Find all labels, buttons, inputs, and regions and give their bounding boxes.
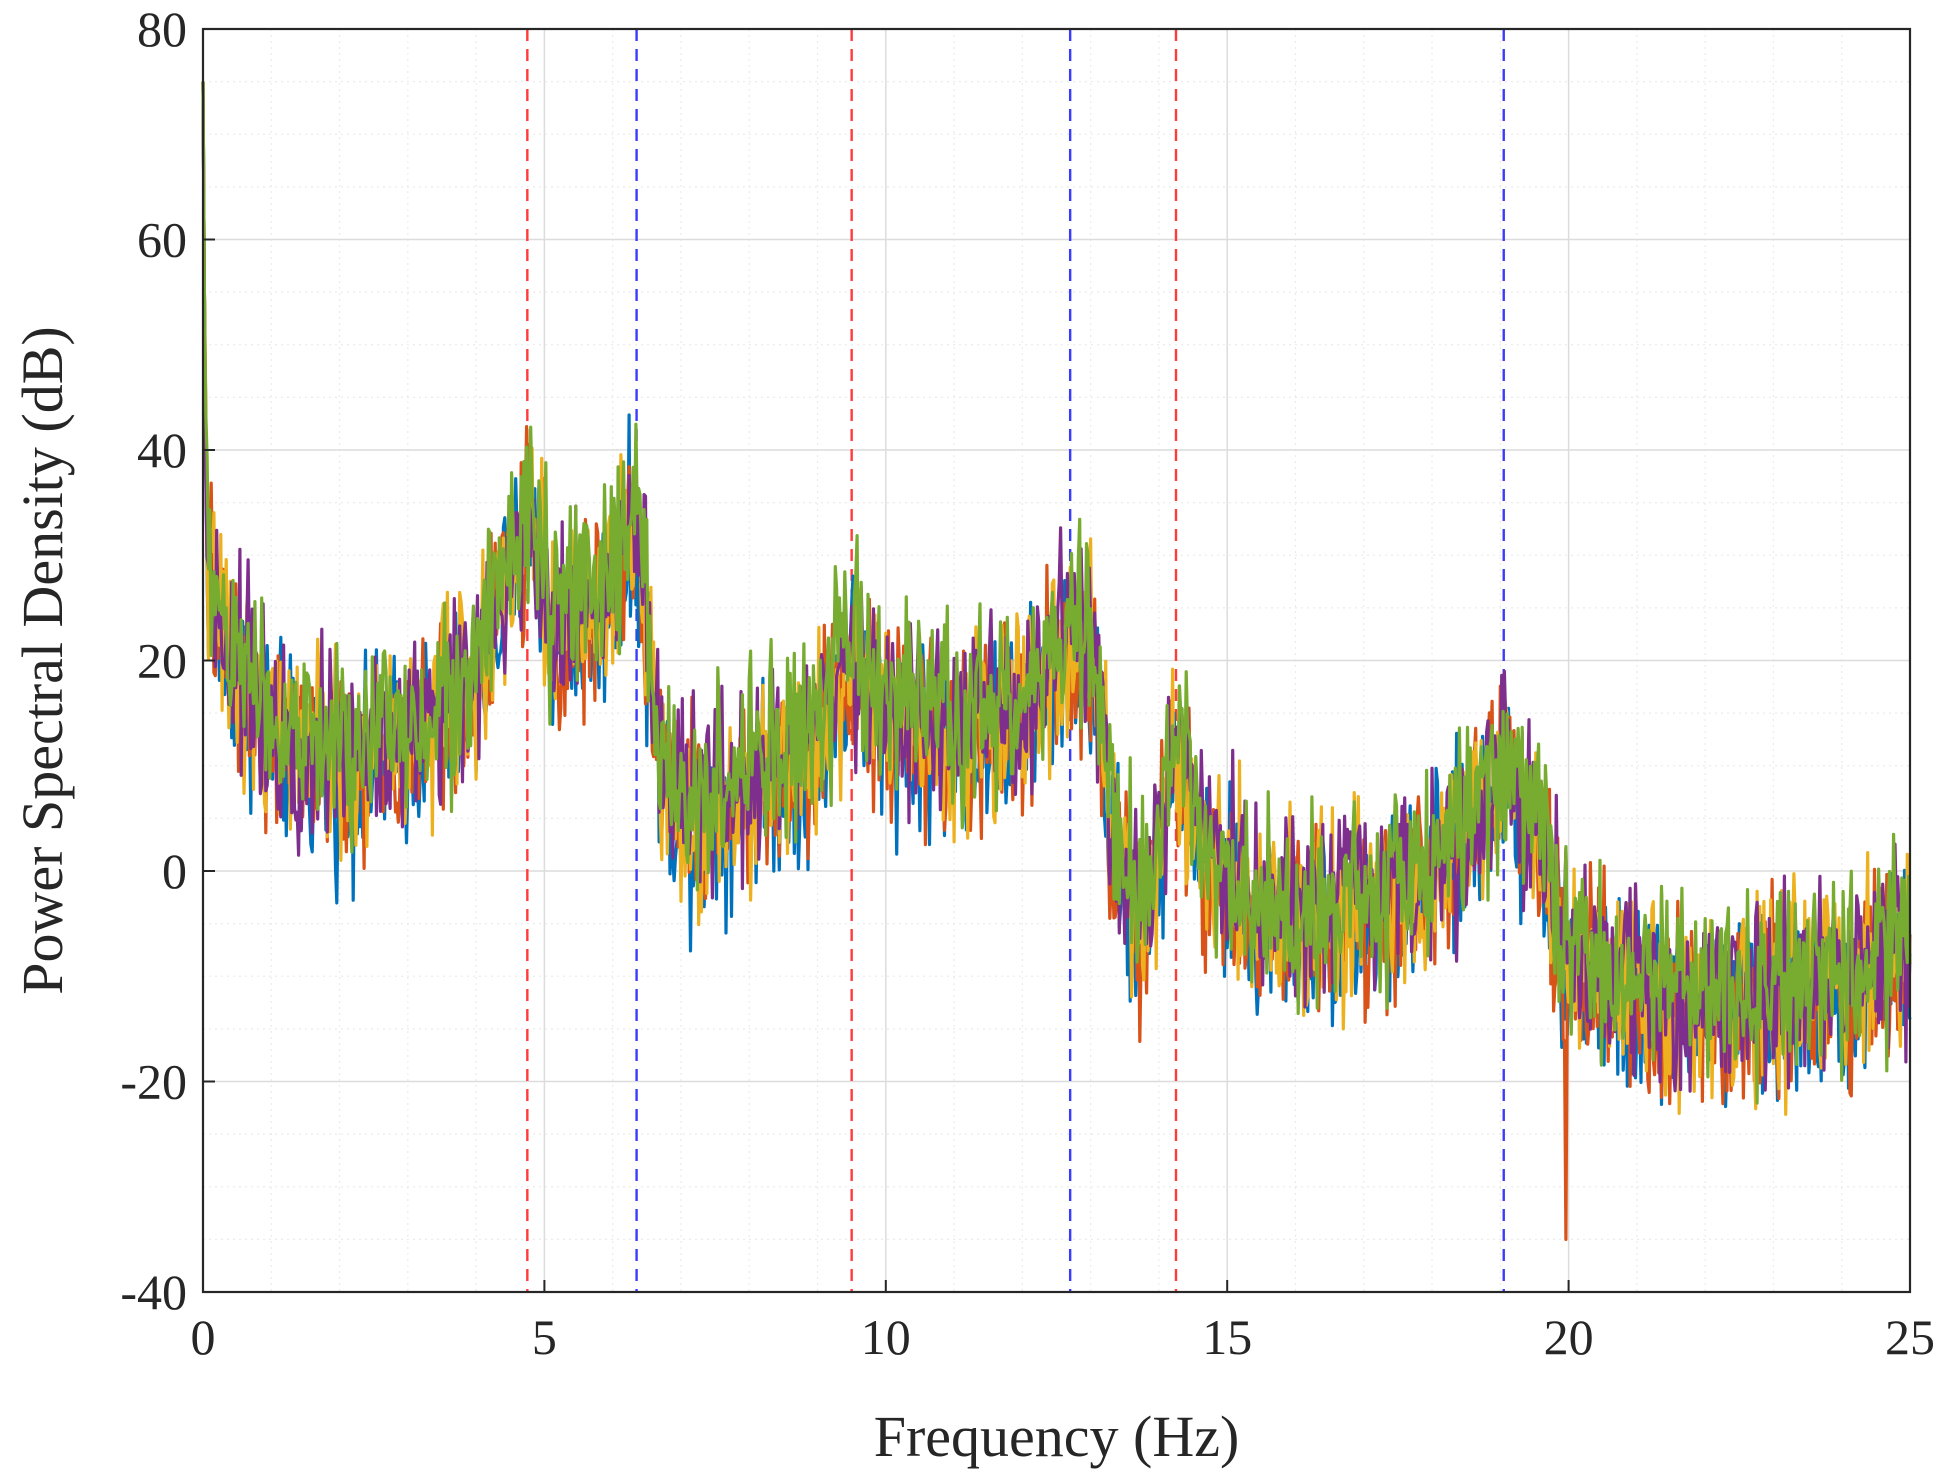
x-tick-label: 20 xyxy=(1544,1309,1594,1365)
x-tick-labels: 0 5 10 15 20 25 xyxy=(191,1280,1935,1365)
y-tick-label: 80 xyxy=(137,1,187,57)
x-tick-label: 5 xyxy=(532,1309,557,1365)
x-tick-label: 0 xyxy=(191,1309,216,1365)
y-tick-label: 20 xyxy=(137,633,187,689)
spectrum-series xyxy=(201,81,1912,1093)
y-tick-label: -20 xyxy=(120,1054,187,1110)
y-tick-label: 40 xyxy=(137,422,187,478)
spectra-series xyxy=(201,81,1912,1242)
y-axis-label: Power Spectral Density (dB) xyxy=(10,326,75,994)
spectrum-series xyxy=(201,81,1912,1105)
y-tick-label: 0 xyxy=(162,843,187,899)
y-tick-label: -40 xyxy=(120,1264,187,1320)
x-tick-label: 25 xyxy=(1885,1309,1935,1365)
x-axis-label: Frequency (Hz) xyxy=(874,1404,1240,1469)
x-tick-label: 15 xyxy=(1202,1309,1252,1365)
x-tick-label: 10 xyxy=(861,1309,911,1365)
y-tick-labels: -40 -20 0 20 40 60 80 xyxy=(120,1,215,1320)
y-tick-label: 60 xyxy=(137,212,187,268)
